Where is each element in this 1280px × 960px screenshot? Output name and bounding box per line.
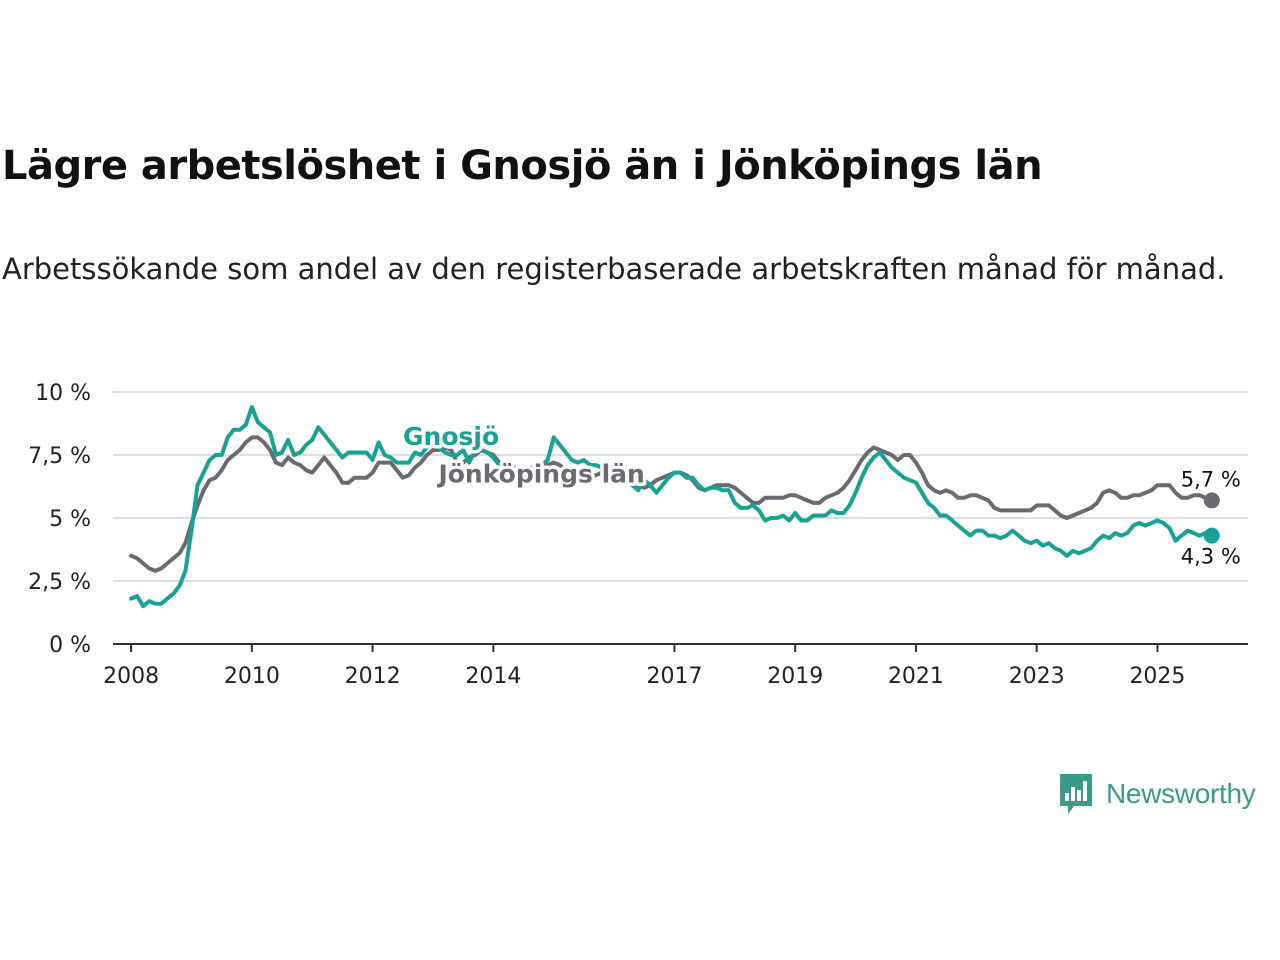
y-tick-label: 2,5 % bbox=[28, 570, 91, 595]
x-axis: 2008 2010 2012 2014 2017 2019 2021 2023 2025 bbox=[103, 643, 1248, 689]
series-labels: Jönköpings län 5,7 % Gnosjö 4,3 % bbox=[400, 418, 1243, 570]
series-line-gnosj bbox=[129, 405, 1214, 609]
x-tick-label: 2014 bbox=[465, 664, 521, 689]
y-tick-label: 5 % bbox=[49, 507, 91, 532]
x-tick-label: 2023 bbox=[1009, 664, 1065, 689]
y-tick-label: 0 % bbox=[49, 633, 91, 658]
newsworthy-logo[interactable]: Newsworthy bbox=[1058, 772, 1256, 816]
x-tick-label: 2017 bbox=[646, 664, 702, 689]
x-tick-label: 2019 bbox=[767, 664, 823, 689]
series-label-gnosj: Gnosjö bbox=[403, 422, 499, 451]
series-end-label-gnosj: 4,3 % bbox=[1181, 545, 1241, 569]
x-tick-label: 2008 bbox=[103, 664, 159, 689]
line-chart: 0 % 2,5 % 5 % 7,5 % 10 % 2008 2010 2012 2014 201… bbox=[28, 381, 1248, 689]
x-tick-label: 2025 bbox=[1129, 664, 1185, 689]
chart-title: Lägre arbetslöshet i Gnosjö än i Jönköpi… bbox=[2, 143, 1043, 189]
series-lines bbox=[129, 405, 1220, 609]
x-tick-label: 2010 bbox=[224, 664, 280, 689]
series-end-point-j-nk-pings-l-n bbox=[1203, 492, 1220, 509]
series-end-point-gnosj bbox=[1203, 527, 1220, 544]
chart-subtitle: Arbetssökande som andel av den registerb… bbox=[2, 252, 1226, 286]
series-line-j-nk-pings-l-n bbox=[129, 435, 1214, 573]
brand-name: Newsworthy bbox=[1106, 778, 1256, 809]
y-tick-label: 10 % bbox=[35, 381, 91, 406]
grid-lines bbox=[113, 391, 1248, 582]
series-label-j-nk-pings-l-n: Jönköpings län bbox=[436, 460, 644, 489]
newsworthy-logo-icon bbox=[1060, 774, 1092, 814]
y-axis-ticks: 0 % 2,5 % 5 % 7,5 % 10 % bbox=[28, 381, 91, 658]
x-tick-label: 2021 bbox=[888, 664, 944, 689]
x-tick-label: 2012 bbox=[345, 664, 401, 689]
y-tick-label: 7,5 % bbox=[28, 444, 91, 469]
series-end-label-j-nk-pings-l-n: 5,7 % bbox=[1181, 467, 1241, 491]
